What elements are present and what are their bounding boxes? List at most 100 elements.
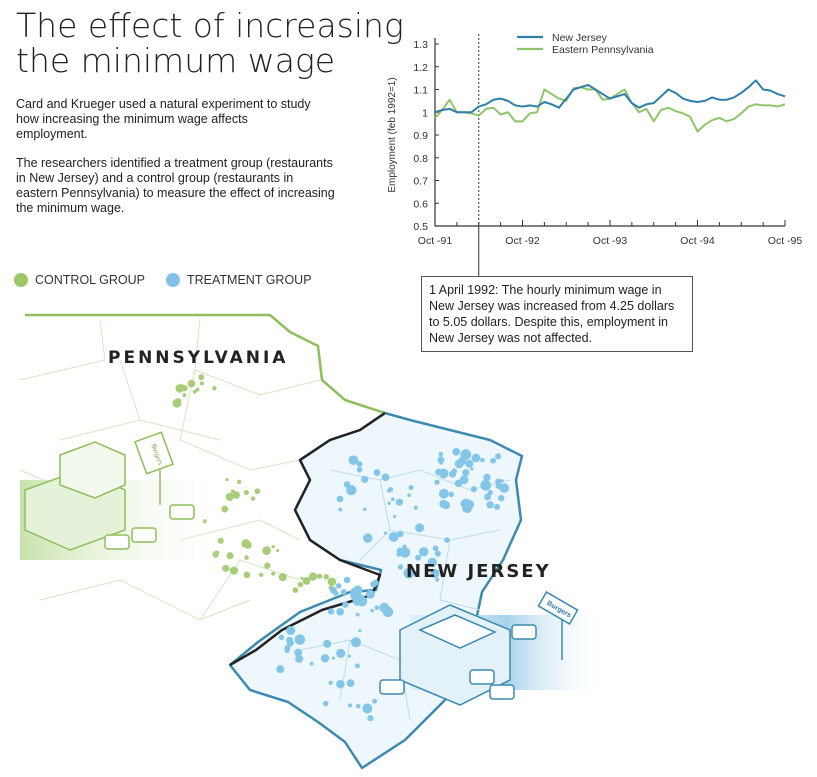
treatment-restaurant-dot — [373, 469, 381, 476]
treatment-restaurant-dot — [309, 661, 314, 666]
treatment-restaurant-dot — [438, 468, 449, 479]
treatment-restaurant-dot — [336, 648, 346, 658]
treatment-restaurant-dot — [355, 703, 361, 709]
control-restaurant-dot — [323, 574, 329, 580]
control-restaurant-dot — [192, 389, 197, 394]
treatment-restaurant-dot — [347, 654, 352, 658]
treatment-restaurant-dot — [480, 479, 492, 491]
treatment-restaurant-dot — [370, 608, 374, 613]
y-axis-label: Employment (feb 1992=1) — [387, 77, 398, 192]
treatment-restaurant-dot — [327, 608, 335, 615]
treatment-restaurant-dot — [438, 460, 444, 465]
treatment-restaurant-dot — [470, 486, 477, 493]
control-restaurant-dot — [187, 379, 196, 388]
legend-treatment-label: TREATMENT GROUP — [187, 273, 312, 287]
treatment-restaurant-dot — [439, 488, 449, 499]
treatment-restaurant-dot — [336, 495, 344, 503]
treatment-restaurant-dot — [334, 591, 339, 596]
control-restaurant-dot — [195, 387, 200, 392]
y-tick-label: 0.6 — [413, 198, 428, 210]
treatment-restaurant-dot — [448, 491, 455, 498]
legend-control-group: CONTROL GROUP — [14, 273, 145, 287]
treatment-restaurant-dot — [415, 523, 425, 533]
treatment-restaurant-dot — [329, 586, 337, 594]
treatment-restaurant-dot — [434, 550, 441, 557]
treatment-restaurant-dot — [429, 562, 433, 566]
x-tick-label: Oct -94 — [680, 235, 715, 247]
control-restaurant-dot — [243, 541, 252, 549]
treatment-restaurant-dot — [462, 468, 470, 477]
treatment-restaurant-dot — [384, 531, 388, 535]
treatment-restaurant-dot — [470, 467, 474, 471]
control-restaurant-dot — [179, 384, 186, 391]
employment-line-chart: 0.5 0.6 0.7 0.8 0.9 1 1.1 1.2 1.3 Oct -91 Oct -92 O… — [387, 32, 802, 278]
y-tick-label: 0.9 — [413, 130, 428, 142]
treatment-restaurant-dot — [490, 457, 496, 464]
treatment-restaurant-dot — [387, 486, 394, 493]
treatment-restaurant-dot — [338, 507, 343, 512]
treatment-restaurant-dot — [294, 648, 303, 657]
treatment-restaurant-dot — [391, 497, 395, 502]
treatment-restaurant-dot — [387, 501, 391, 505]
treatment-restaurant-dot — [343, 576, 351, 584]
title-line-1: The effect of increasing — [16, 6, 404, 45]
treatment-restaurant-dot — [356, 466, 363, 473]
treatment-restaurant-dot — [483, 473, 491, 482]
y-tick-label: 0.5 — [413, 221, 428, 233]
treatment-restaurant-dot — [343, 481, 351, 488]
treatment-group-restaurant-dots — [276, 447, 510, 722]
control-restaurant-dot — [172, 398, 182, 408]
control-dot-icon — [14, 273, 28, 287]
treatment-restaurant-dot — [362, 533, 373, 543]
treatment-restaurant-dot — [444, 537, 450, 543]
control-restaurant-dot — [327, 577, 337, 587]
treatment-restaurant-dot — [342, 601, 349, 608]
treatment-restaurant-dot — [434, 479, 440, 485]
control-restaurant-dot — [243, 571, 251, 579]
treatment-restaurant-dot — [294, 634, 306, 645]
treatment-restaurant-dot — [358, 628, 362, 633]
pennsylvania-restaurant-illustration — [20, 431, 230, 560]
treatment-restaurant-dot — [388, 531, 399, 542]
pennsylvania-border — [25, 313, 386, 415]
legend-label: New Jersey — [552, 32, 608, 44]
treatment-restaurant-dot — [418, 547, 429, 557]
control-restaurant-dot — [262, 546, 271, 556]
treatment-restaurant-dot — [348, 455, 359, 466]
treatment-dot-icon — [166, 273, 180, 287]
treatment-restaurant-dot — [355, 612, 360, 617]
control-restaurant-dot — [182, 393, 187, 398]
control-restaurant-dot — [316, 573, 322, 579]
treatment-restaurant-dot — [372, 698, 378, 704]
treatment-restaurant-dot — [331, 656, 335, 660]
x-tick-label: Oct -93 — [593, 235, 628, 247]
x-tick-label: Oct -91 — [418, 235, 453, 247]
treatment-restaurant-dot — [456, 449, 460, 454]
callout-pointer — [473, 226, 480, 278]
y-tick-label: 1 — [422, 107, 428, 119]
control-group-restaurant-dots — [172, 374, 337, 593]
intro-paragraph-2: The researchers identified a treatment g… — [16, 156, 335, 215]
treatment-restaurant-dot — [350, 637, 361, 648]
control-restaurant-dot — [198, 374, 205, 381]
control-restaurant-dot — [302, 577, 311, 585]
treatment-restaurant-dot — [448, 471, 453, 476]
pennsylvania-label: PENNSYLVANIA — [108, 348, 289, 368]
page-title: The effect of increasing the minimum wag… — [16, 8, 404, 78]
control-restaurant-dot — [254, 488, 261, 495]
treatment-restaurant-dot — [452, 447, 461, 456]
y-tick-label: 1.3 — [413, 39, 428, 51]
y-tick-label: 0.7 — [413, 176, 428, 188]
new-jersey-region — [228, 411, 524, 770]
control-restaurant-dot — [264, 562, 271, 569]
treatment-restaurant-dot — [320, 653, 330, 663]
treatment-restaurant-dot — [397, 564, 404, 570]
treatment-restaurant-dot — [323, 639, 332, 648]
treatment-restaurant-dot — [396, 547, 404, 555]
treatment-restaurant-dot — [361, 475, 369, 484]
control-restaurant-dot — [199, 381, 204, 386]
treatment-restaurant-dot — [374, 605, 380, 611]
new-jersey-county-lines — [299, 469, 511, 721]
treatment-restaurant-dot — [286, 626, 296, 635]
new-jersey-label: NEW JERSEY — [406, 561, 551, 582]
